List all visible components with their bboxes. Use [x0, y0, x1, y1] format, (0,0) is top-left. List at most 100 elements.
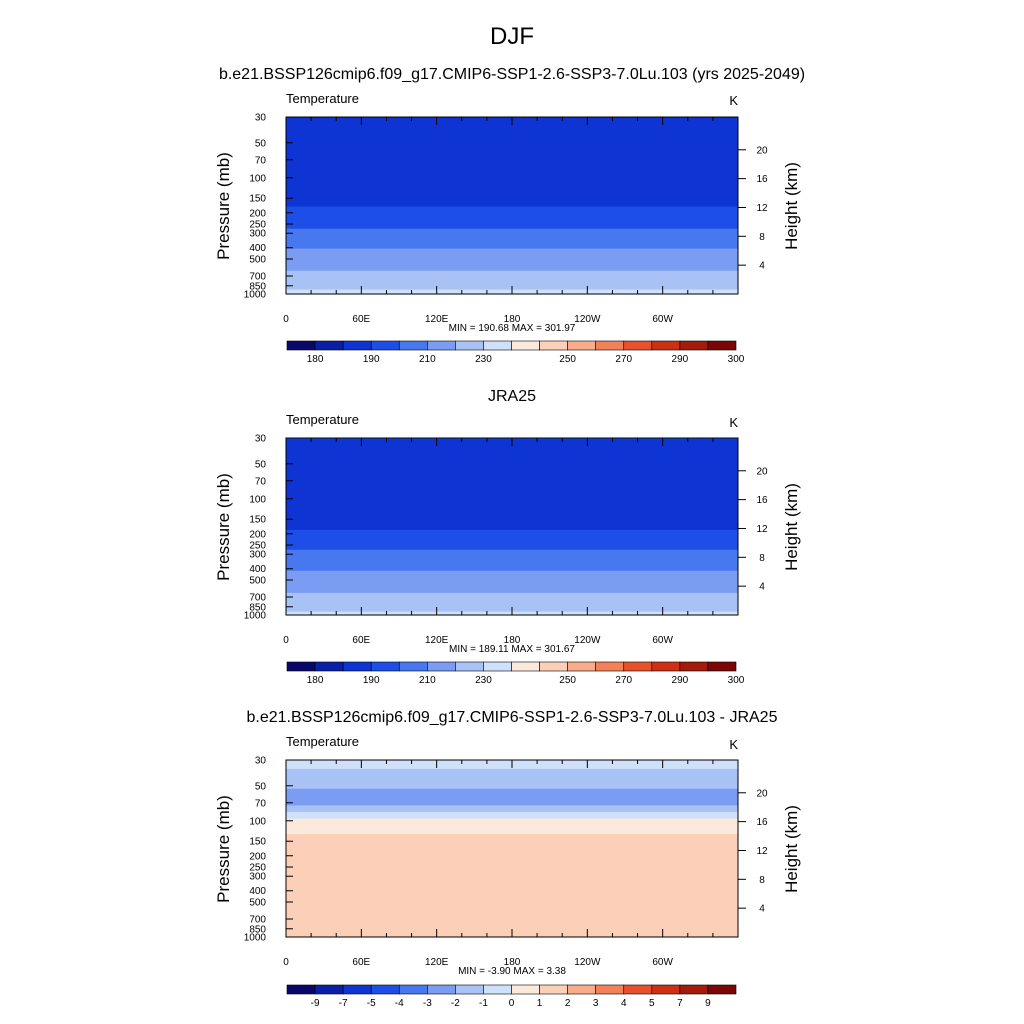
colorbar-label: -2: [451, 998, 460, 1009]
y-tick-label: 850: [249, 924, 266, 935]
y-tick-label: 30: [255, 434, 267, 445]
x-tick-label: 120W: [574, 635, 601, 646]
panel-title: b.e21.BSSP126cmip6.f09_g17.CMIP6-SSP1-2.…: [219, 66, 805, 83]
y2-tick-label: 8: [759, 232, 765, 243]
colorbar-label: 7: [677, 998, 683, 1009]
panel-reference: JRA25 Temperature K 30507010015020025030…: [214, 388, 801, 686]
colorbar-swatch: [511, 340, 540, 351]
units-label: K: [729, 415, 738, 430]
y2-tick-label: 16: [756, 817, 768, 828]
y2-axis-title: Height (km): [782, 162, 801, 250]
colorbar-swatch: [679, 661, 709, 672]
x-tick-label: 60W: [652, 314, 673, 325]
y-tick-label: 850: [249, 281, 266, 292]
min-max-label: MIN = 189.11 MAX = 301.67: [449, 644, 575, 655]
colorbar-swatch: [314, 340, 344, 351]
y2-tick-label: 12: [756, 203, 768, 214]
y-tick-label: 50: [255, 459, 267, 470]
colorbar-label: 3: [593, 998, 599, 1009]
min-max-label: MIN = 190.68 MAX = 301.97: [449, 323, 576, 334]
contour-band: [286, 788, 738, 806]
y-tick-label: 400: [249, 564, 266, 575]
colorbar-label: -9: [311, 998, 320, 1009]
colorbar-swatch: [370, 661, 400, 672]
colorbar-swatch: [455, 984, 484, 995]
contour-band: [286, 248, 738, 272]
colorbar-swatch: [455, 340, 484, 351]
units-label: K: [729, 93, 738, 108]
x-tick-label: 60E: [352, 957, 370, 968]
colorbar-swatch: [398, 340, 428, 351]
contour-band: [286, 270, 738, 291]
y-axis-title: Pressure (mb): [214, 152, 233, 260]
colorbar-label: 290: [672, 354, 689, 365]
colorbar-swatch: [623, 984, 653, 995]
y-tick-label: 100: [249, 816, 266, 827]
y2-tick-label: 4: [759, 261, 765, 272]
colorbar-label: 190: [363, 675, 380, 686]
x-tick-label: 180: [504, 957, 521, 968]
colorbar-swatch: [427, 661, 456, 672]
y-tick-label: 500: [249, 576, 266, 587]
y-tick-label: 250: [249, 220, 266, 231]
colorbar-label: 2: [565, 998, 571, 1009]
panel-title: JRA25: [488, 388, 536, 405]
y-tick-label: 400: [249, 886, 266, 897]
y-tick-label: 150: [249, 837, 266, 848]
colorbar-swatch: [483, 340, 512, 351]
y2-tick-label: 16: [756, 495, 768, 506]
colorbar-label: 9: [705, 998, 711, 1009]
y-axis-title: Pressure (mb): [214, 795, 233, 903]
x-tick-label: 0: [283, 314, 289, 325]
contour-band: [286, 811, 738, 820]
colorbar-label: -1: [479, 998, 488, 1009]
y-tick-label: 500: [249, 898, 266, 909]
colorbar-swatch: [651, 984, 681, 995]
colorbar-label: 290: [672, 675, 689, 686]
figure-title: DJF: [490, 23, 534, 50]
plot-area: 3050701001502002503004005007008501000481…: [244, 113, 768, 326]
y-tick-label: 50: [255, 138, 267, 149]
colorbar-swatch: [539, 661, 568, 672]
units-label: K: [729, 737, 738, 752]
colorbar-swatch: [427, 984, 456, 995]
colorbar-swatch: [370, 340, 400, 351]
y2-tick-label: 8: [759, 875, 765, 886]
x-tick-label: 180: [504, 314, 521, 325]
panel-difference: b.e21.BSSP126cmip6.f09_g17.CMIP6-SSP1-2.…: [214, 709, 801, 1009]
y-tick-label: 700: [249, 914, 266, 925]
colorbar-label: 250: [559, 675, 576, 686]
colorbar-label: 230: [475, 675, 492, 686]
y-tick-label: 100: [249, 173, 266, 184]
colorbar-swatch: [595, 340, 625, 351]
y-tick-label: 70: [255, 476, 267, 487]
colorbar: 180 190 210 230 250 270 290 300: [286, 661, 745, 686]
contour-band: [286, 592, 738, 613]
y-tick-label: 100: [249, 494, 266, 505]
colorbar-label: 300: [728, 354, 745, 365]
y-tick-label: 30: [255, 756, 267, 767]
colorbar-swatch: [651, 661, 681, 672]
y-tick-label: 1000: [244, 611, 267, 622]
y2-tick-label: 20: [756, 145, 768, 156]
contour-band: [286, 834, 738, 938]
y-tick-label: 1000: [244, 290, 267, 301]
x-tick-label: 60W: [652, 957, 673, 968]
colorbar-swatch: [567, 984, 596, 995]
colorbar-label: 180: [307, 354, 324, 365]
contour-band: [286, 805, 738, 813]
x-tick-label: 120W: [574, 957, 601, 968]
y2-tick-label: 12: [756, 524, 768, 535]
min-max-label: MIN = -3.90 MAX = 3.38: [458, 966, 566, 977]
y-tick-label: 700: [249, 592, 266, 603]
y-tick-label: 200: [249, 851, 266, 862]
colorbar-swatch: [707, 661, 737, 672]
contour-band: [286, 117, 738, 208]
colorbar-label: -7: [339, 998, 348, 1009]
colorbar-swatch: [623, 340, 653, 351]
y2-axis-title: Height (km): [782, 805, 801, 893]
contour-band: [286, 529, 738, 551]
colorbar-label: 250: [559, 354, 576, 365]
colorbar-label: -5: [367, 998, 376, 1009]
x-tick-label: 60E: [352, 314, 370, 325]
